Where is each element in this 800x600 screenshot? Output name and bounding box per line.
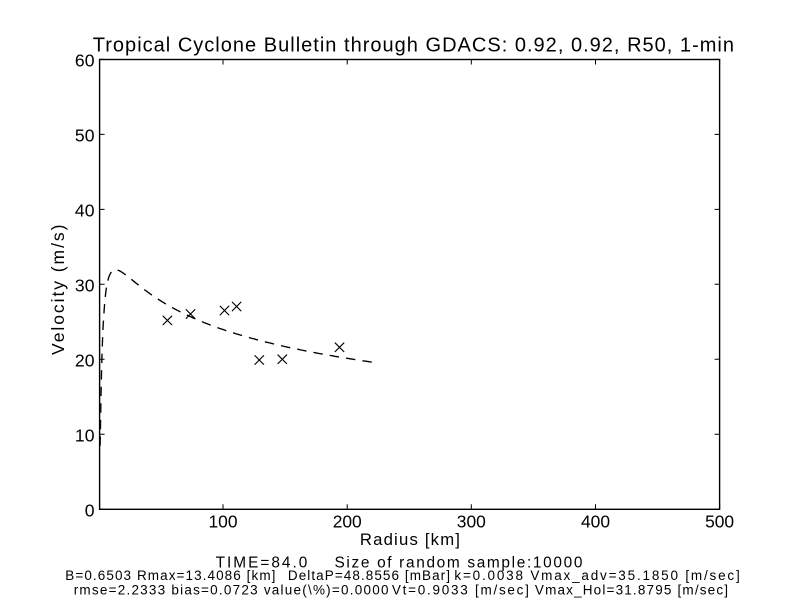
svg-text:60: 60: [75, 51, 95, 71]
svg-text:300: 300: [457, 512, 486, 532]
svg-text:0: 0: [85, 500, 95, 520]
svg-text:Velocity (m/s): Velocity (m/s): [48, 223, 68, 355]
svg-text:200: 200: [333, 512, 362, 532]
svg-text:500: 500: [705, 512, 734, 532]
svg-text:50: 50: [75, 126, 95, 146]
svg-text:100: 100: [208, 512, 237, 532]
svg-text:rmse=2.2333 bias=0.0723 value(: rmse=2.2333 bias=0.0723 value(\%)=0.0000: [74, 582, 390, 597]
svg-text:10: 10: [75, 425, 95, 445]
svg-text:30: 30: [75, 276, 95, 296]
svg-text:Tropical Cyclone Bulletin thro: Tropical Cyclone Bulletin through GDACS:…: [93, 34, 735, 56]
svg-text:B=0.6503 Rmax=13.4086 [km]: B=0.6503 Rmax=13.4086 [km]: [65, 568, 276, 583]
svg-text:DeltaP=48.8556 [mBar]: DeltaP=48.8556 [mBar]: [288, 568, 451, 583]
svg-text:Vmax_Hol=31.8795 [m/sec]: Vmax_Hol=31.8795 [m/sec]: [535, 582, 729, 597]
svg-text:40: 40: [75, 201, 95, 221]
svg-text:TIME=84.0: TIME=84.0: [216, 555, 310, 572]
svg-text:20: 20: [75, 351, 95, 371]
svg-text:Radius [km]: Radius [km]: [360, 530, 461, 549]
svg-text:400: 400: [581, 512, 610, 532]
svg-text:Vt=0.9033 [m/sec]: Vt=0.9033 [m/sec]: [392, 582, 531, 597]
svg-text:k=0.0038 Vmax_adv=35.1850 [m/s: k=0.0038 Vmax_adv=35.1850 [m/sec]: [454, 568, 741, 583]
svg-text:Size of random sample:10000: Size of random sample:10000: [335, 555, 585, 572]
